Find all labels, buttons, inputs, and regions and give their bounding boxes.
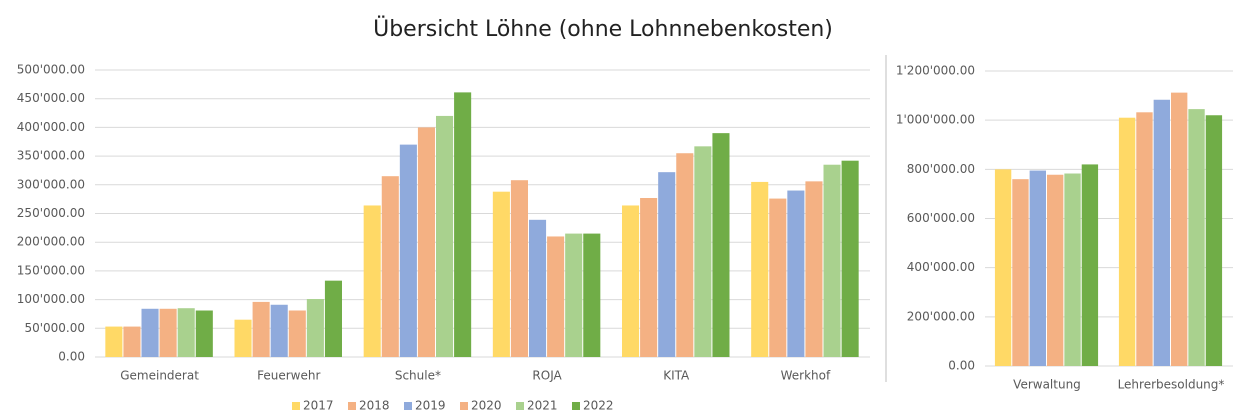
bar: [622, 205, 640, 357]
bar: [492, 191, 510, 357]
bar: [270, 304, 288, 357]
bar: [712, 133, 730, 357]
x-tick-label: Verwaltung: [1013, 378, 1081, 392]
bar: [123, 326, 141, 357]
bar: [676, 153, 694, 357]
y-tick-label: 800'000.00: [907, 162, 975, 176]
legend-label: 2020: [471, 399, 502, 413]
legend-swatch: [348, 402, 356, 410]
x-tick-label: Feuerwehr: [257, 369, 320, 383]
bar: [105, 326, 123, 357]
legend-label: 2022: [583, 399, 614, 413]
x-tick-label: Schule*: [395, 369, 441, 383]
bar: [1064, 173, 1081, 366]
y-tick-label: 250'000.00: [17, 206, 85, 220]
legend-label: 2021: [527, 399, 558, 413]
bar: [994, 169, 1012, 366]
y-tick-label: 0.00: [948, 359, 975, 373]
bar: [363, 205, 381, 357]
bar: [1136, 112, 1153, 366]
y-tick-label: 200'000.00: [907, 309, 975, 323]
bar: [751, 181, 769, 357]
bar: [252, 301, 270, 357]
y-tick-label: 200'000.00: [17, 235, 85, 249]
x-tick-label: KITA: [663, 369, 690, 383]
bar: [529, 219, 547, 357]
bar: [1205, 115, 1223, 366]
bar: [454, 92, 472, 358]
y-tick-label: 400'000.00: [17, 120, 85, 134]
bar: [1118, 117, 1136, 366]
bar: [1188, 109, 1205, 367]
bar: [1153, 99, 1170, 366]
bar: [1081, 164, 1099, 366]
bar: [658, 172, 676, 357]
bar: [547, 236, 565, 357]
bar: [841, 160, 859, 357]
y-tick-label: 300'000.00: [17, 177, 85, 191]
legend-swatch: [516, 402, 524, 410]
bar: [234, 319, 252, 357]
bar: [805, 181, 823, 357]
y-tick-label: 150'000.00: [17, 263, 85, 277]
x-tick-label: ROJA: [532, 369, 562, 383]
bar: [288, 310, 306, 357]
chart-title: Übersicht Löhne (ohne Lohnnebenkosten): [373, 16, 833, 42]
bar: [694, 146, 712, 357]
bar: [1047, 174, 1064, 366]
bar: [1012, 179, 1029, 366]
y-tick-label: 400'000.00: [907, 260, 975, 274]
bar: [823, 164, 841, 357]
y-tick-label: 0.00: [58, 350, 85, 364]
y-tick-label: 450'000.00: [17, 91, 85, 105]
bar: [417, 127, 435, 358]
bar: [195, 310, 213, 357]
bar: [306, 299, 324, 357]
legend-swatch: [572, 402, 580, 410]
legend-swatch: [404, 402, 412, 410]
bar: [399, 144, 417, 357]
bar: [381, 176, 399, 357]
y-tick-label: 500'000.00: [17, 63, 85, 77]
x-tick-label: Werkhof: [781, 369, 831, 383]
y-tick-label: 50'000.00: [24, 321, 85, 335]
bar: [177, 308, 195, 357]
legend-label: 2018: [359, 399, 390, 413]
x-tick-label: Lehrerbesoldung*: [1118, 378, 1225, 392]
bar: [640, 198, 658, 357]
bar: [159, 308, 177, 357]
bar: [510, 180, 528, 357]
y-tick-label: 1'200'000.00: [896, 64, 975, 78]
y-tick-label: 1'000'000.00: [896, 113, 975, 127]
y-tick-label: 350'000.00: [17, 149, 85, 163]
y-tick-label: 600'000.00: [907, 211, 975, 225]
legend-swatch: [292, 402, 300, 410]
bar: [436, 115, 454, 357]
bar: [141, 308, 159, 357]
bar: [1029, 170, 1046, 366]
bar: [769, 198, 787, 357]
bar: [787, 190, 805, 357]
bar: [324, 280, 342, 357]
bar: [565, 233, 583, 357]
x-tick-label: Gemeinderat: [120, 369, 199, 383]
bar: [583, 233, 601, 357]
legend-swatch: [460, 402, 468, 410]
legend-label: 2019: [415, 399, 446, 413]
bar: [1171, 92, 1188, 366]
legend-label: 2017: [303, 399, 334, 413]
y-tick-label: 100'000.00: [17, 292, 85, 306]
